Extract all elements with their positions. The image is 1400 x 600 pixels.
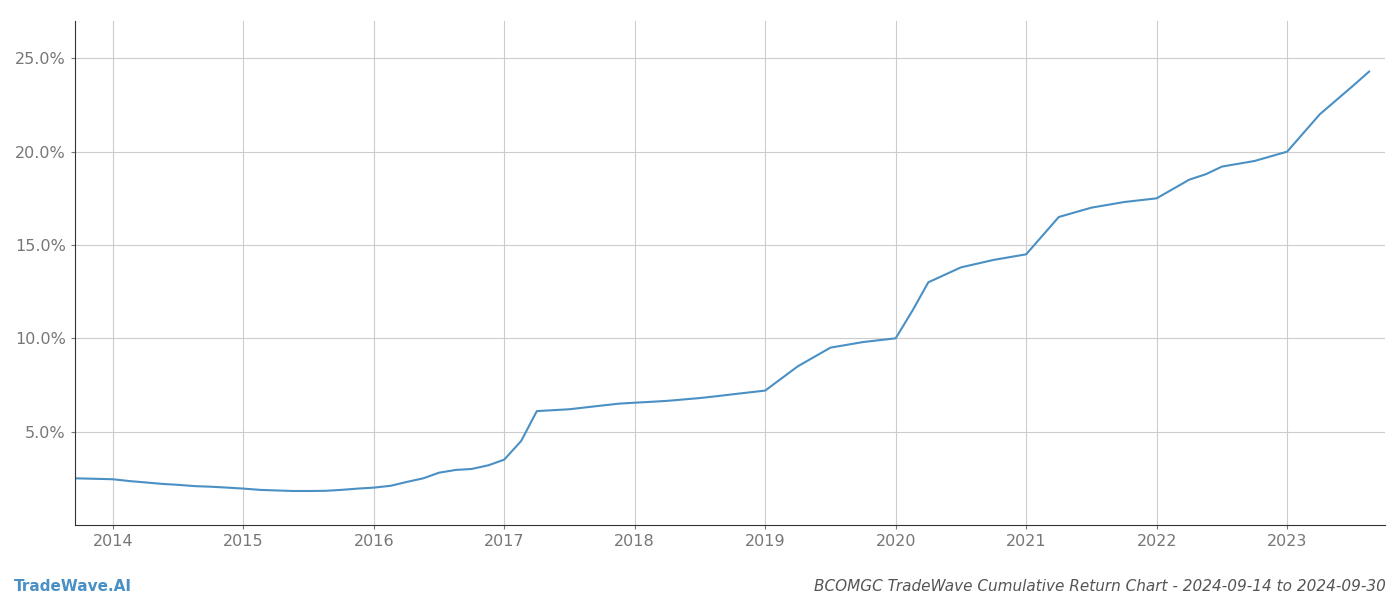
Text: TradeWave.AI: TradeWave.AI [14,579,132,594]
Text: BCOMGC TradeWave Cumulative Return Chart - 2024-09-14 to 2024-09-30: BCOMGC TradeWave Cumulative Return Chart… [815,579,1386,594]
